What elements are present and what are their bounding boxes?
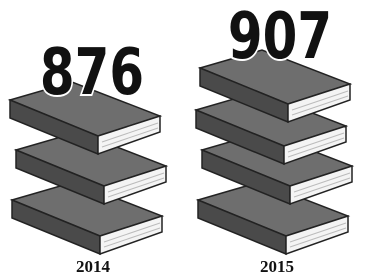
year-label: 2015	[260, 257, 294, 275]
value: 876	[40, 35, 144, 110]
infographic: 876 907 2014 2015	[0, 0, 366, 275]
year-label: 2014	[76, 257, 111, 275]
value: 907	[228, 0, 332, 74]
book-stack-2015	[196, 50, 352, 254]
